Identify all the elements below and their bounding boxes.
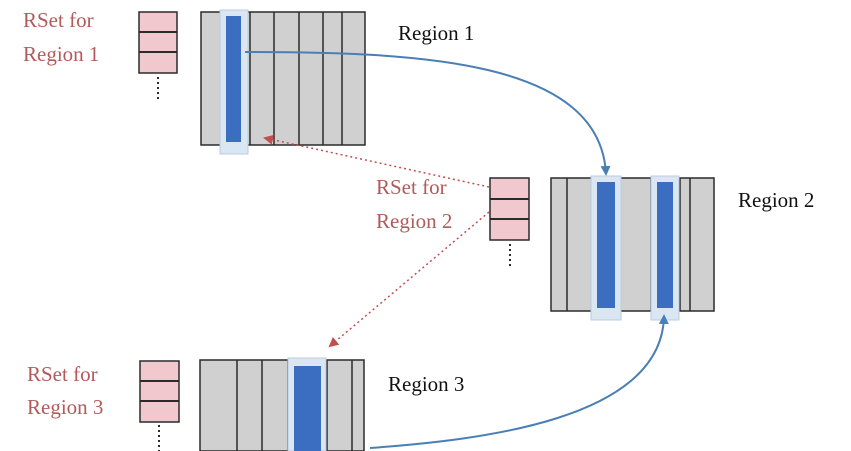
- rset-region-2-label-line2: Region 2: [376, 209, 452, 233]
- region-1: [200, 9, 366, 155]
- rset-region-3: [139, 360, 180, 451]
- reference-arrow-region1-to-region2: [244, 51, 611, 176]
- rset-link-region2-to-region1: [263, 134, 490, 188]
- region-3: [199, 357, 365, 451]
- rset-region-3-label-line2: Region 3: [27, 395, 103, 419]
- rset-region-2-label-line1: RSet for: [376, 175, 447, 199]
- rset-region-1-label-line2: Region 1: [23, 42, 99, 66]
- reference-arrow-region3-to-region2: [369, 314, 669, 449]
- rset-region-2: [489, 177, 530, 268]
- region-2-label: Region 2: [738, 188, 814, 212]
- rset-region-1-label-line1: RSet for: [23, 8, 94, 32]
- region-2: [550, 175, 715, 321]
- rset-region-3-label-line1: RSet for: [27, 362, 98, 386]
- rset-region-1: [138, 11, 178, 102]
- region-3-label: Region 3: [388, 372, 464, 396]
- region-1-label: Region 1: [398, 21, 474, 45]
